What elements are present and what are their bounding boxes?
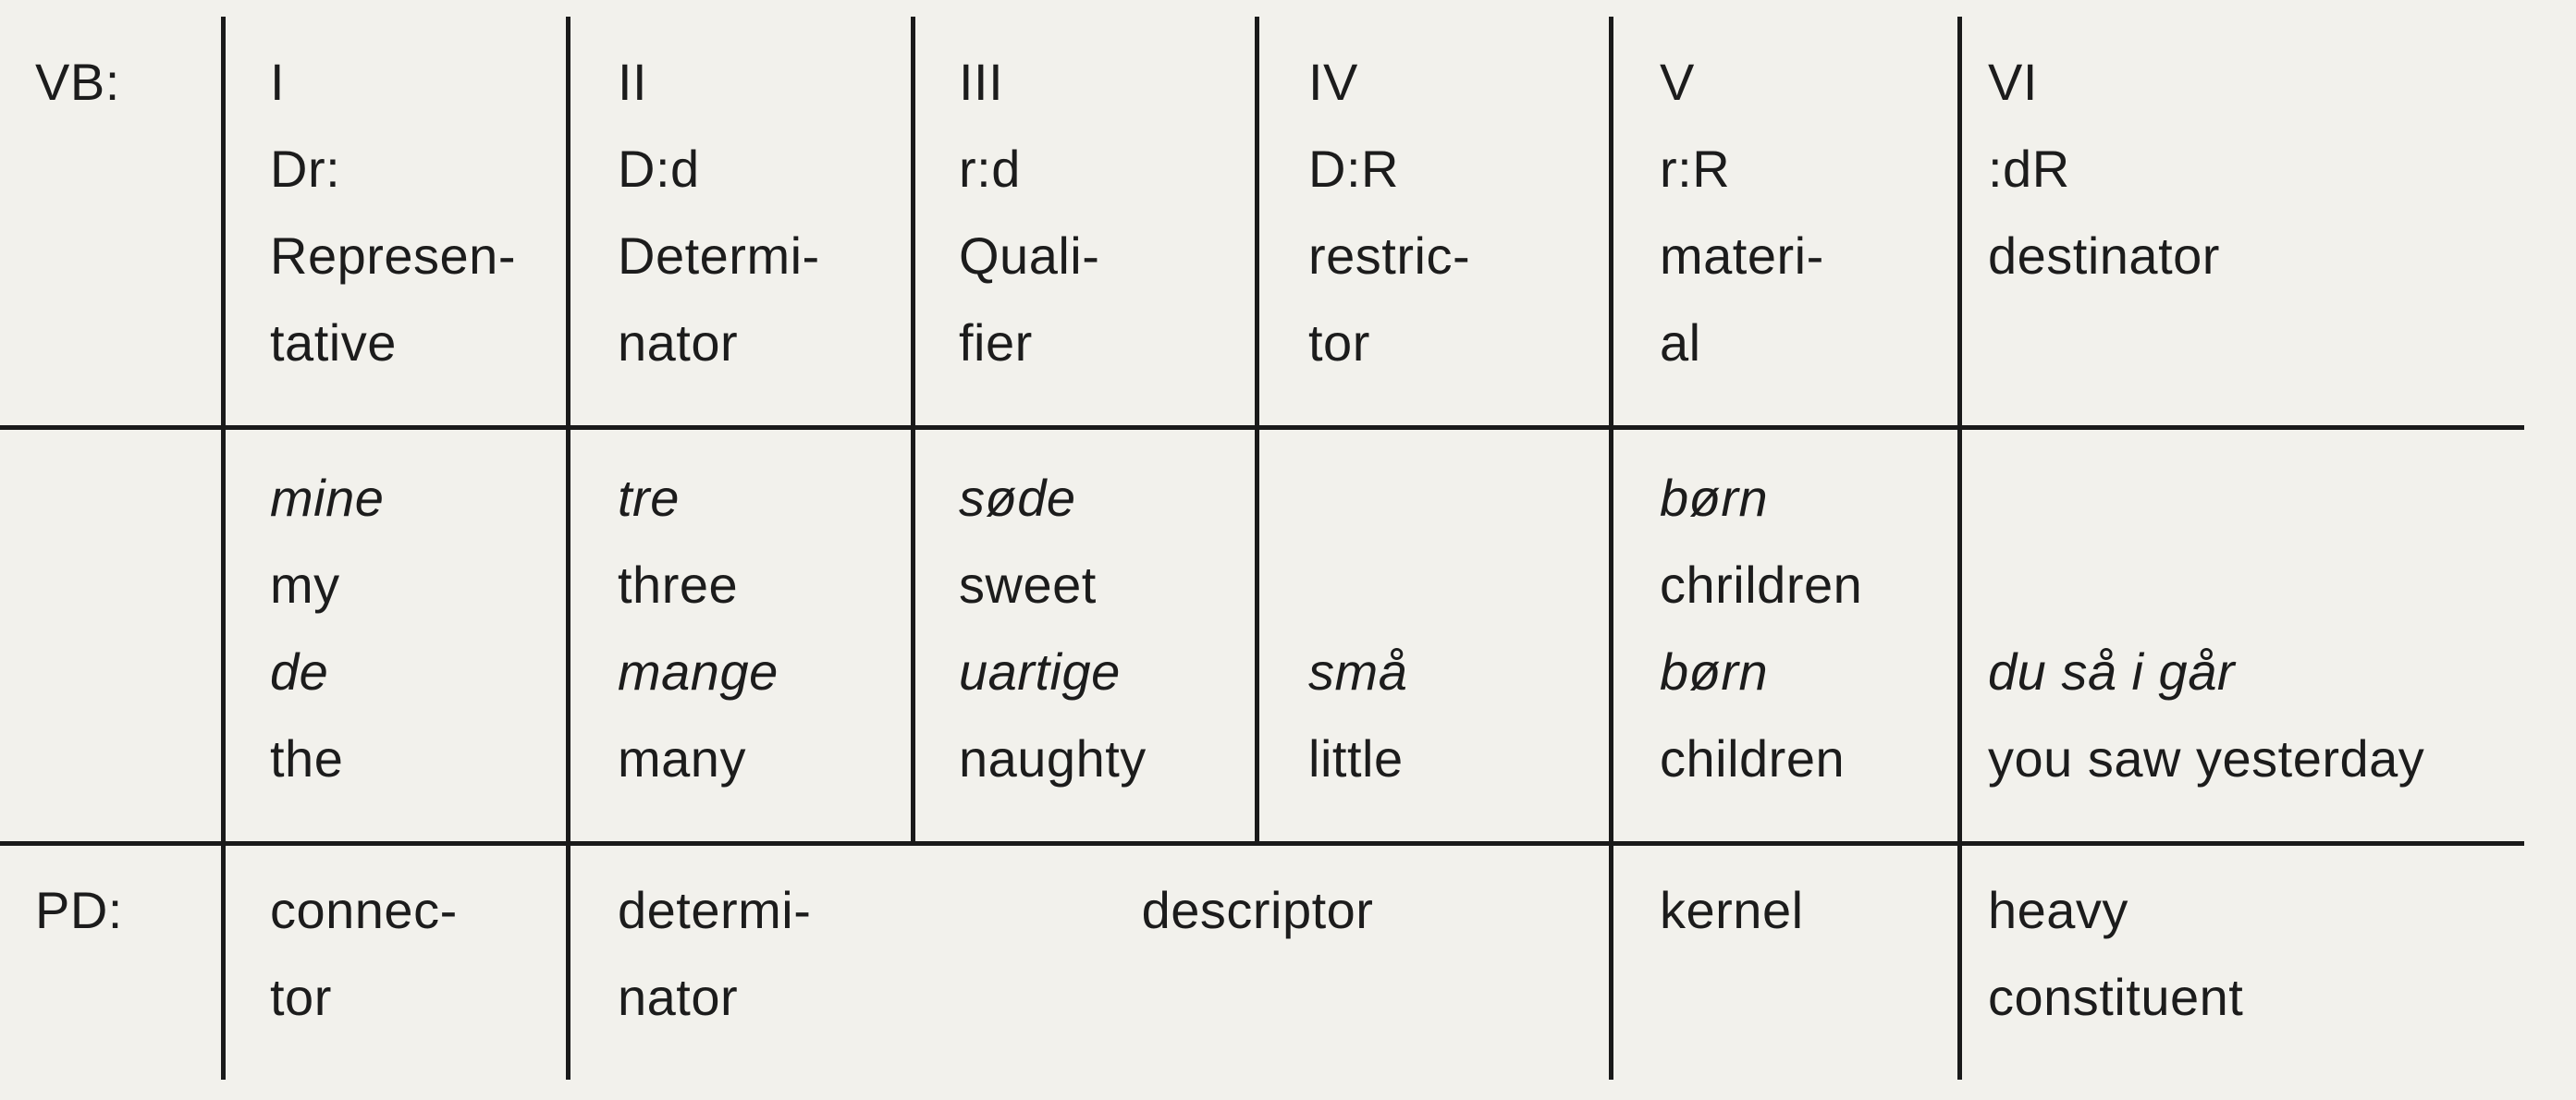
danish-word: børn <box>1660 642 1769 701</box>
english-gloss: little <box>1308 729 1404 788</box>
name-line: tative <box>270 313 397 372</box>
vb-row-label: VB: <box>35 39 120 126</box>
header-col-6: VI :dR destinator <box>1988 39 2220 299</box>
danish-word: tre <box>618 469 680 527</box>
english-gloss: you saw yesterday <box>1988 729 2425 788</box>
column-divider-5 <box>1609 17 1613 1080</box>
name-line: Quali- <box>959 226 1100 285</box>
english-gloss: three <box>618 556 739 614</box>
numeral: II <box>618 53 648 111</box>
header-col-1: I Dr: Represen- tative <box>270 39 516 386</box>
english-gloss: sweet <box>959 556 1097 614</box>
footer-col-5: kernel <box>1660 867 1804 954</box>
examples-col-5: børn chrildren børn children <box>1660 455 1862 802</box>
header-col-3: III r:d Quali- fier <box>959 39 1099 386</box>
pd-row-label: PD: <box>35 867 123 954</box>
name-line: materi- <box>1660 226 1824 285</box>
numeral: IV <box>1308 53 1358 111</box>
function-line: kernel <box>1660 881 1804 939</box>
danish-word: søde <box>959 469 1076 527</box>
danish-word: de <box>270 642 329 701</box>
numeral: I <box>270 53 286 111</box>
footer-col-1: connec- tor <box>270 867 458 1041</box>
english-gloss: the <box>270 729 344 788</box>
function-line: tor <box>270 968 332 1026</box>
pd-label: PD: <box>35 881 123 939</box>
numeral: VI <box>1988 53 2038 111</box>
header-col-4: IV D:R restric- tor <box>1308 39 1470 386</box>
danish-word: børn <box>1660 469 1769 527</box>
footer-rule <box>0 841 2524 846</box>
code: :dR <box>1988 140 2070 198</box>
footer-col-6: heavy constituent <box>1988 867 2243 1041</box>
function-line: constituent <box>1988 968 2244 1026</box>
header-rule <box>0 425 2524 430</box>
english-gloss: children <box>1660 729 1846 788</box>
examples-col-1: mine my de the <box>270 455 384 802</box>
function-line: determi- <box>618 881 812 939</box>
danish-word: uartige <box>959 642 1121 701</box>
column-divider-6 <box>1957 17 1962 1080</box>
danish-word: mine <box>270 469 385 527</box>
name-line: Determi- <box>618 226 820 285</box>
english-gloss: naughty <box>959 729 1147 788</box>
english-gloss: chrildren <box>1660 556 1863 614</box>
examples-col-2: tre three mange many <box>618 455 779 802</box>
danish-word: mange <box>618 642 779 701</box>
code: D:d <box>618 140 700 198</box>
header-col-2: II D:d Determi- nator <box>618 39 820 386</box>
code: Dr: <box>270 140 341 198</box>
vb-label: VB: <box>35 53 120 111</box>
numeral: III <box>959 53 1004 111</box>
code: r:R <box>1660 140 1731 198</box>
name-line: restric- <box>1308 226 1471 285</box>
name-line: destinator <box>1988 226 2220 285</box>
english-gloss: many <box>618 729 746 788</box>
footer-col-2: determi- nator <box>618 867 811 1041</box>
function-line: nator <box>618 968 739 1026</box>
examples-col-4: små little <box>1308 629 1407 802</box>
name-line: al <box>1660 313 1701 372</box>
function-line: heavy <box>1988 881 2128 939</box>
column-divider-1 <box>221 17 226 1080</box>
name-line: fier <box>959 313 1033 372</box>
danish-word: du så i går <box>1988 642 2235 701</box>
danish-word: små <box>1308 642 1408 701</box>
function-line: descriptor <box>1141 881 1374 939</box>
column-divider-2 <box>566 17 570 1080</box>
column-divider-4 <box>1255 17 1259 844</box>
code: r:d <box>959 140 1021 198</box>
examples-col-6: du så i går you saw yesterday <box>1988 629 2424 802</box>
numeral: V <box>1660 53 1695 111</box>
english-gloss: my <box>270 556 340 614</box>
footer-col-3-4: descriptor <box>915 867 1600 954</box>
header-col-5: V r:R materi- al <box>1660 39 1824 386</box>
name-line: nator <box>618 313 739 372</box>
code: D:R <box>1308 140 1399 198</box>
name-line: Represen- <box>270 226 516 285</box>
name-line: tor <box>1308 313 1370 372</box>
examples-col-3: søde sweet uartige naughty <box>959 455 1147 802</box>
function-line: connec- <box>270 881 458 939</box>
column-divider-3 <box>911 17 915 844</box>
